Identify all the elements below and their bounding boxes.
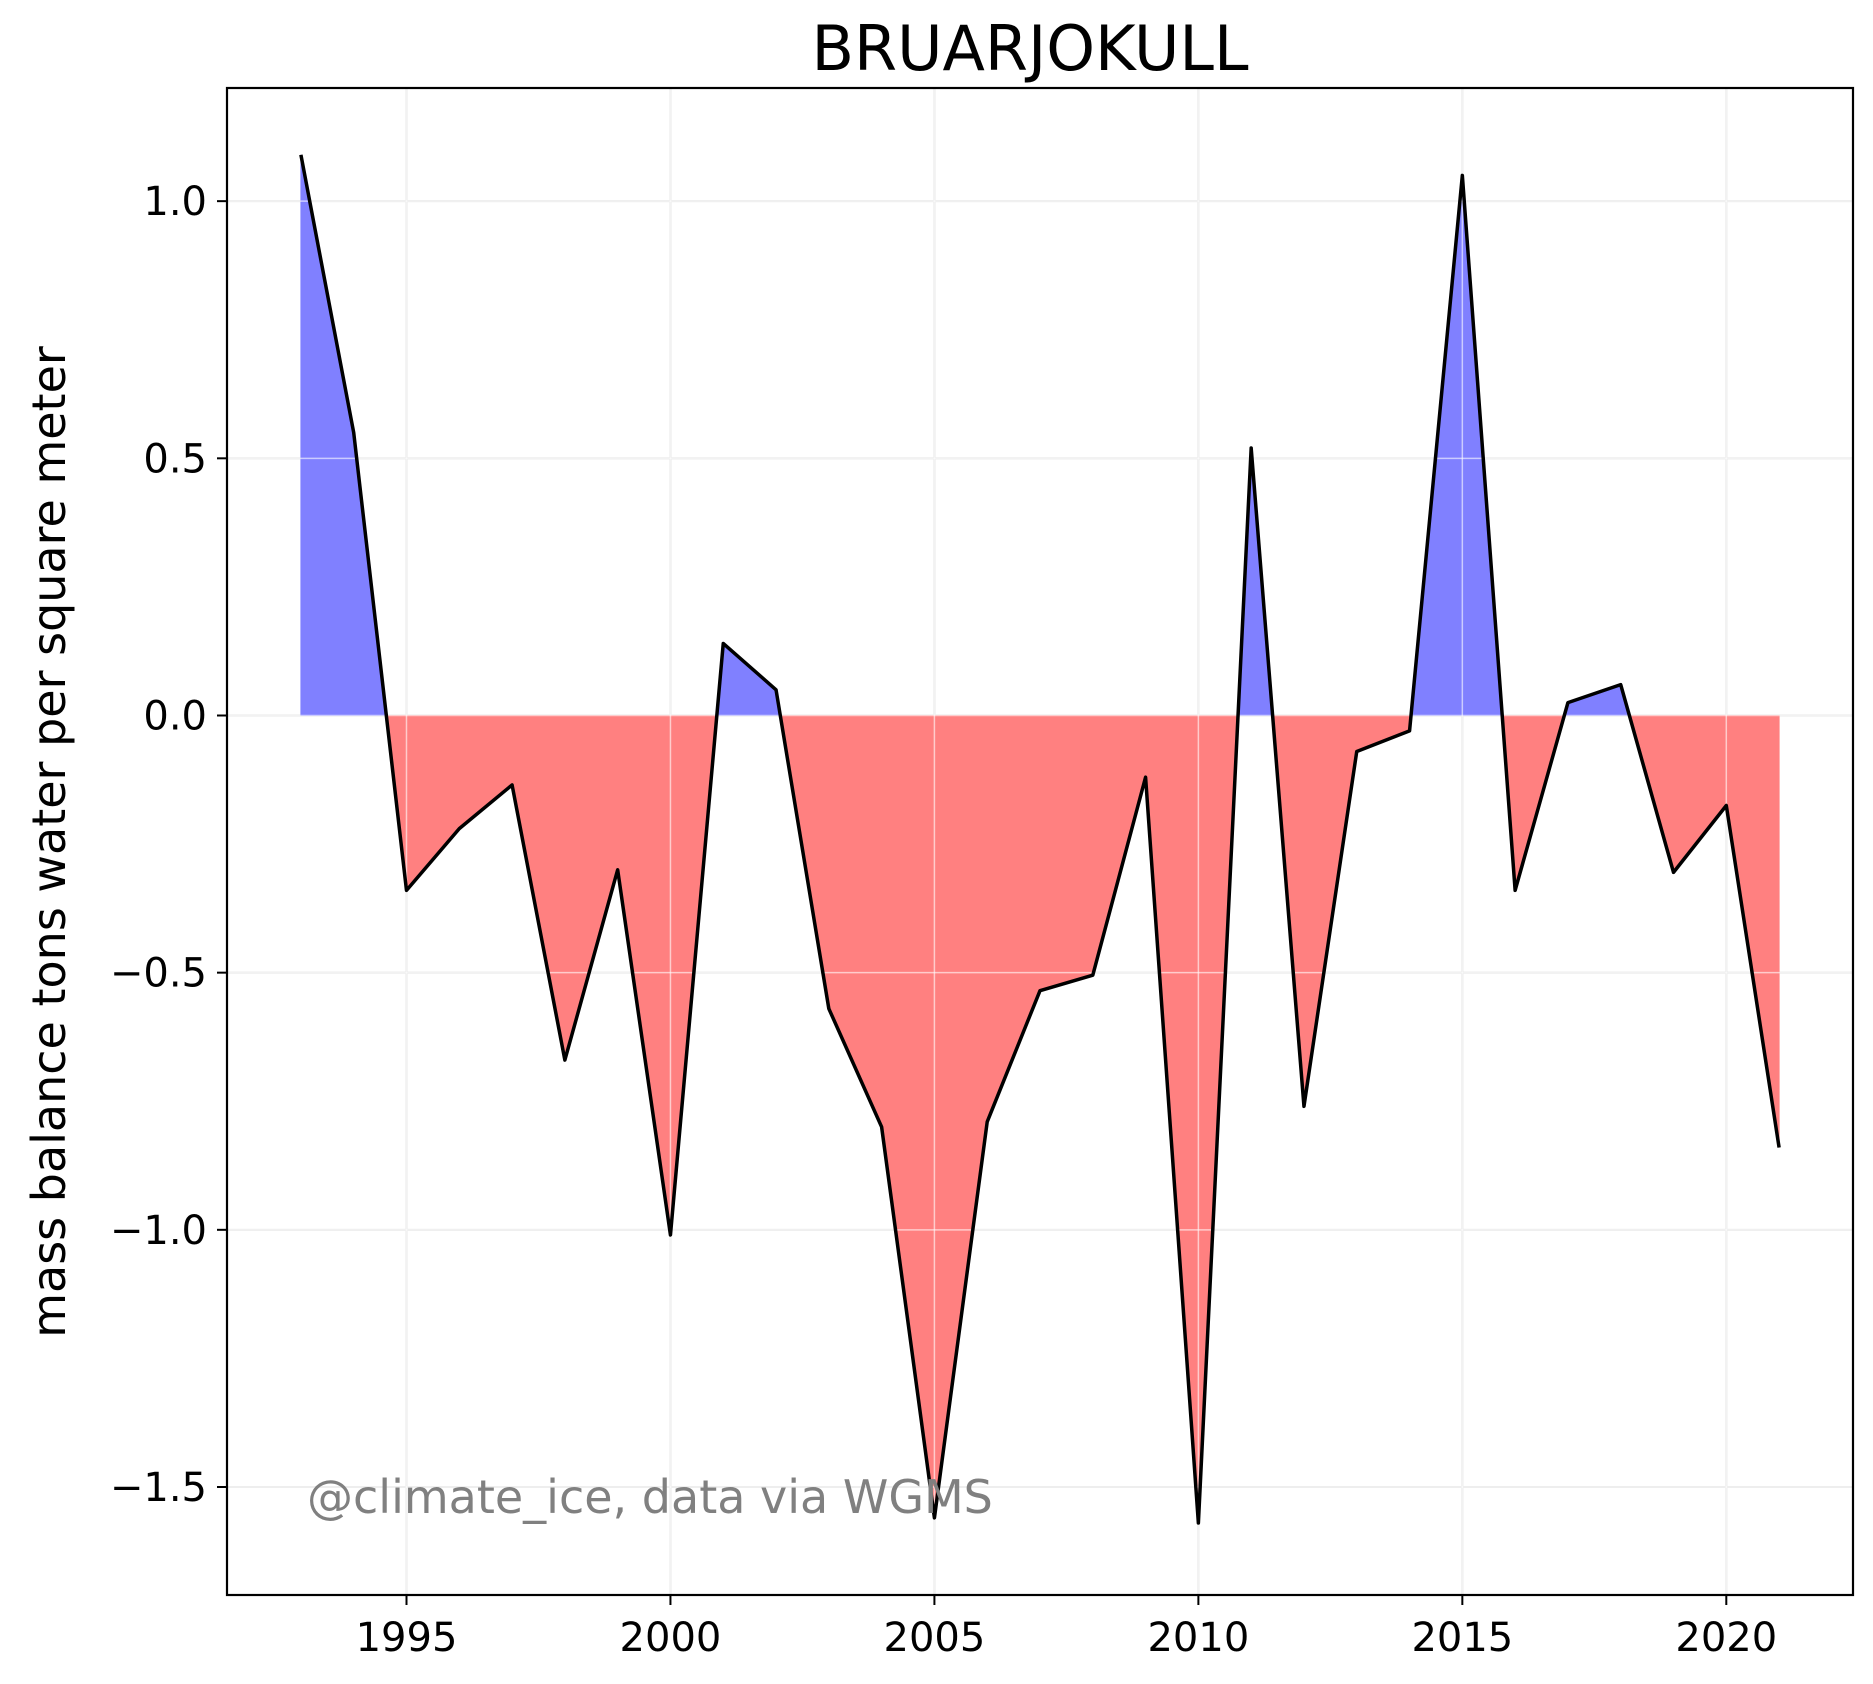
x-tick-label-2000: 2000 bbox=[620, 1615, 722, 1661]
plot-frame bbox=[225, 86, 1855, 1597]
y-tick-label-0: 1.0 bbox=[143, 179, 207, 225]
x-tick-label-2010: 2010 bbox=[1147, 1615, 1249, 1661]
negative-area-2004-0 bbox=[881, 714, 935, 1518]
negative-area-1997-0 bbox=[511, 714, 566, 1061]
watermark-annotation: @climate_ice, data via WGMS bbox=[307, 1470, 993, 1524]
chart-title: BRUARJOKULL bbox=[811, 12, 1248, 85]
negative-area-2008-0 bbox=[1092, 714, 1147, 976]
negative-area-1998-0 bbox=[564, 714, 619, 1061]
negative-area-1999-0 bbox=[617, 714, 671, 1236]
y-axis-label: mass balance tons water per square meter bbox=[22, 346, 76, 1338]
series-line-layer bbox=[299, 154, 1781, 1525]
y-tick-label-1: 0.5 bbox=[143, 436, 207, 482]
positive-area-1993-0 bbox=[300, 154, 355, 716]
y-tick-label-5: −1.5 bbox=[110, 1465, 207, 1511]
negative-area-2005-0 bbox=[933, 714, 988, 1518]
negative-area-2007-0 bbox=[1039, 714, 1094, 992]
series-line bbox=[299, 154, 1781, 1525]
positive-area-2001-0 bbox=[722, 642, 777, 716]
negative-area-1995-0 bbox=[405, 714, 460, 892]
negative-area-2020-0 bbox=[1725, 714, 1780, 1148]
y-tick-label-3: −0.5 bbox=[110, 951, 207, 997]
negative-area-2019-0 bbox=[1673, 714, 1727, 874]
grid-overlay bbox=[227, 88, 1853, 1595]
x-tick-label-1995: 1995 bbox=[356, 1615, 458, 1661]
x-tick-label-2015: 2015 bbox=[1411, 1615, 1513, 1661]
axis-ticks: 1995 2000 2005 2010 2015 2020 1.0 0.5 0.0 −0.5 −1.… bbox=[110, 179, 1777, 1661]
x-tick-label-2020: 2020 bbox=[1675, 1615, 1777, 1661]
y-tick-label-4: −1.0 bbox=[110, 1208, 207, 1254]
negative-area-1996-0 bbox=[458, 714, 513, 830]
y-tick-label-2: 0.0 bbox=[143, 693, 207, 739]
x-tick-label-2005: 2005 bbox=[884, 1615, 986, 1661]
